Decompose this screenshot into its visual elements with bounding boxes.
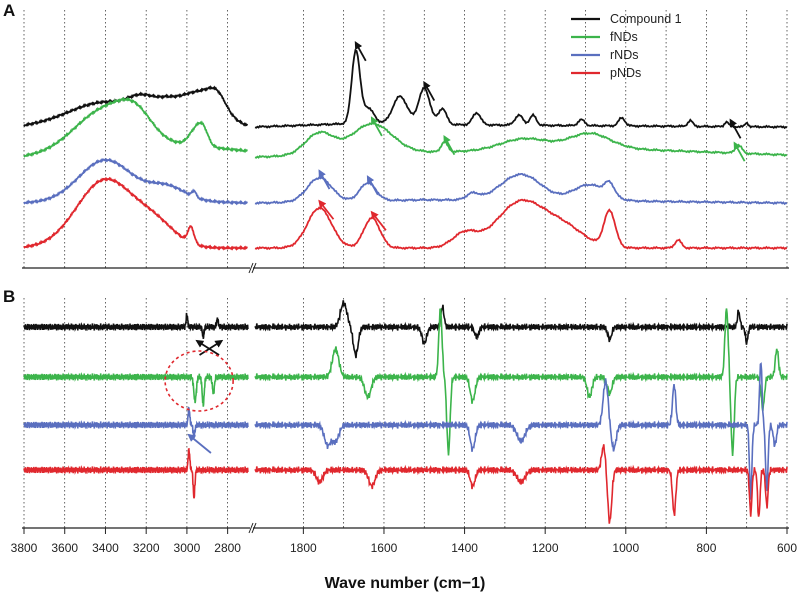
- arrow-a-3: [370, 116, 383, 137]
- legend-label-0: Compound 1: [610, 12, 682, 26]
- gridlines: [23, 10, 788, 528]
- legend: Compound 1 fNDs rNDs pNDs: [571, 12, 682, 80]
- arrow-a-5: [733, 141, 746, 162]
- series-b-pnds-left: [23, 447, 249, 499]
- arrow-a-8: [318, 199, 335, 220]
- arrow-a-6: [318, 169, 331, 190]
- legend-label-1: fNDs: [610, 30, 638, 44]
- axis-b-break-1: [248, 522, 254, 534]
- x-axis: 3800 3600 3400 3200 3000 2800 1800 1600 1400 1200…: [11, 262, 797, 555]
- panel-a-plot: [23, 48, 788, 251]
- axis-a-break-2: [251, 262, 257, 274]
- tick-label-1600: 1600: [371, 541, 398, 555]
- arrow-a-0: [354, 41, 367, 62]
- series-a-pnds-right: [254, 198, 788, 251]
- arrow-a-1: [423, 80, 436, 102]
- arrow-a-2: [729, 118, 742, 139]
- tick-label-3000: 3000: [174, 541, 201, 555]
- tick-label-1000: 1000: [612, 541, 639, 555]
- x-axis-title: Wave number (cm−1): [325, 575, 486, 592]
- tick-label-3400: 3400: [92, 541, 119, 555]
- series-a-compound-1-right: [254, 48, 788, 130]
- series-a-rnds-left: [23, 157, 248, 206]
- series-a-fnds-right: [254, 121, 788, 159]
- series-a-fnds-left: [23, 96, 248, 158]
- tick-label-1800: 1800: [290, 541, 317, 555]
- series-b-pnds-right: [254, 444, 788, 524]
- legend-label-3: pNDs: [610, 66, 641, 80]
- panel-label-b: B: [3, 287, 15, 306]
- axis-b-break-2: [251, 522, 257, 534]
- tick-label-600: 600: [777, 541, 797, 555]
- tick-label-3800: 3800: [11, 541, 38, 555]
- series-b-compound-1-right: [254, 300, 788, 359]
- tick-label-800: 800: [696, 541, 716, 555]
- legend-label-2: rNDs: [610, 48, 638, 62]
- series-b-rnds-right: [254, 362, 788, 500]
- series-b-compound-1-left: [23, 312, 249, 339]
- series-b-rnds-left: [23, 406, 249, 440]
- tick-label-1200: 1200: [532, 541, 559, 555]
- arrow-b-0: [195, 339, 220, 356]
- highlight-circle: [164, 350, 234, 412]
- arrow-a-9: [370, 210, 387, 231]
- tick-label-2800: 2800: [214, 541, 241, 555]
- panel-b-plot: [23, 300, 788, 524]
- series-a-pnds-left: [23, 176, 248, 251]
- annotations: [164, 41, 746, 454]
- arrow-b-1: [199, 339, 224, 356]
- arrow-b-2: [187, 433, 212, 454]
- tick-label-3200: 3200: [133, 541, 160, 555]
- series-b-fnds-left: [23, 371, 249, 407]
- arrow-a-7: [366, 175, 379, 196]
- panel-label-a: A: [3, 1, 15, 20]
- tick-label-1400: 1400: [451, 541, 478, 555]
- arrow-a-4: [443, 134, 456, 156]
- tick-label-3600: 3600: [51, 541, 78, 555]
- series-a-compound-1-left: [23, 85, 249, 128]
- series-b-fnds-right: [254, 308, 788, 457]
- axis-a-break-1: [248, 262, 254, 274]
- series-a-rnds-right: [254, 172, 788, 206]
